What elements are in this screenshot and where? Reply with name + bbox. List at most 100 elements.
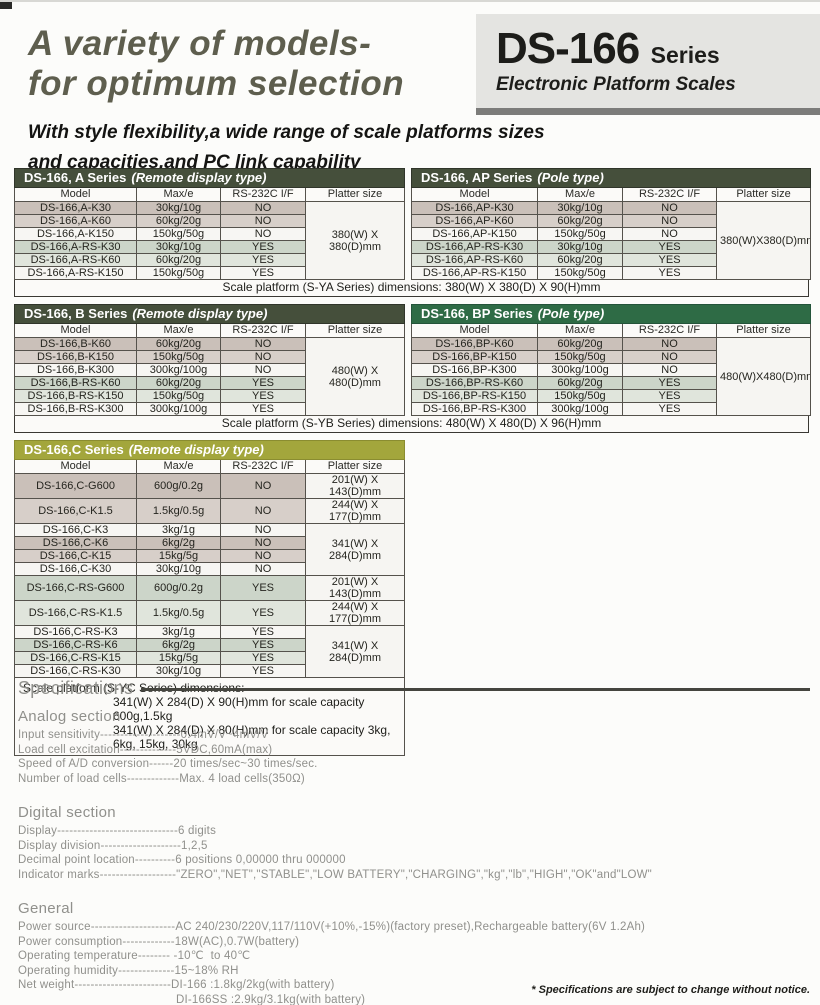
col-platter: Platter size [306, 188, 405, 202]
rs-cell: YES [623, 377, 717, 390]
maxe-cell: 150kg/50g [137, 351, 221, 364]
table-a-type: (Remote display type) [131, 170, 266, 185]
maxe-cell: 60kg/20g [137, 377, 221, 390]
rs-cell: YES [221, 241, 306, 254]
col-rs232c: RS-232C I/F [221, 460, 306, 474]
rs-cell: NO [221, 351, 306, 364]
specifications-heading: Specifications [18, 678, 810, 699]
general-section-heading: General [18, 900, 810, 917]
col-model: Model [412, 324, 538, 338]
model-cell: DS-166,AP-RS-K30 [412, 241, 538, 254]
table-a-header-row: Model Max/e RS-232C I/F Platter size [15, 188, 405, 202]
table-ap-title-row: DS-166, AP Series(Pole type) [412, 169, 811, 188]
page-title: A variety of models- for optimum selecti… [28, 24, 404, 104]
footnote: * Specifications are subject to change w… [531, 984, 810, 996]
spec-line: Display------------------------------6 d… [18, 824, 810, 839]
table-bp-title-row: DS-166, BP Series(Pole type) [412, 305, 811, 324]
rs-cell: YES [221, 390, 306, 403]
col-maxe: Max/e [137, 188, 221, 202]
scan-corner-mark [0, 2, 12, 9]
digital-section-heading: Digital section [18, 804, 810, 821]
model-cell: DS-166,B-K150 [15, 351, 137, 364]
brand-panel: DS-166 Series Electronic Platform Scales [476, 14, 820, 115]
rs-cell: YES [623, 403, 717, 416]
maxe-cell: 60kg/20g [538, 254, 623, 267]
col-rs232c: RS-232C I/F [221, 324, 306, 338]
table-ap-header-row: Model Max/e RS-232C I/F Platter size [412, 188, 811, 202]
maxe-cell: 150kg/50g [137, 228, 221, 241]
col-rs232c: RS-232C I/F [623, 324, 717, 338]
maxe-cell: 6kg/2g [137, 537, 221, 550]
spec-line: Operating humidity--------------15~18% R… [18, 964, 810, 979]
platter-cell: 380(W) X 380(D)mm [306, 202, 405, 280]
spec-line: Number of load cells-------------Max. 4 … [18, 772, 810, 787]
maxe-cell: 1.5kg/0.5g [137, 601, 221, 626]
table-pair-a-ap: DS-166, A Series(Remote display type) Mo… [14, 168, 809, 280]
maxe-cell: 300kg/100g [538, 403, 623, 416]
maxe-cell: 60kg/20g [137, 215, 221, 228]
model-cell: DS-166,A-K30 [15, 202, 137, 215]
platform-dimensions-note-ya: Scale platform (S-YA Series) dimensions:… [14, 280, 809, 297]
model-cell: DS-166,B-K60 [15, 338, 137, 351]
model-cell: DS-166,C-RS-G600 [15, 576, 137, 601]
maxe-cell: 60kg/20g [538, 215, 623, 228]
col-model: Model [15, 188, 137, 202]
model-cell: DS-166,A-K150 [15, 228, 137, 241]
rs-cell: YES [221, 601, 306, 626]
model-cell: DS-166,B-RS-K60 [15, 377, 137, 390]
maxe-cell: 150kg/50g [538, 228, 623, 241]
platter-cell: 201(W) X 143(D)mm [306, 474, 405, 499]
model-cell: DS-166,AP-RS-K60 [412, 254, 538, 267]
product-series-label: Series [651, 42, 720, 68]
table-b-type: (Remote display type) [132, 306, 267, 321]
model-cell: DS-166,BP-RS-K60 [412, 377, 538, 390]
spec-line: Display division--------------------1,2,… [18, 839, 810, 854]
rs-cell: NO [221, 215, 306, 228]
rs-cell: YES [221, 665, 306, 678]
col-platter: Platter size [717, 324, 811, 338]
specifications-heading-text: Specifications [18, 678, 133, 699]
maxe-cell: 30kg/10g [538, 241, 623, 254]
maxe-cell: 600g/0.2g [137, 474, 221, 499]
model-cell: DS-166,BP-K60 [412, 338, 538, 351]
maxe-cell: 60kg/20g [137, 254, 221, 267]
model-cell: DS-166,AP-K150 [412, 228, 538, 241]
table-a-series: DS-166, A Series(Remote display type) Mo… [14, 168, 405, 280]
maxe-cell: 30kg/10g [137, 563, 221, 576]
section-gap [18, 882, 810, 891]
rs-cell: YES [221, 626, 306, 639]
rs-cell: YES [221, 576, 306, 601]
model-cell: DS-166,C-G600 [15, 474, 137, 499]
table-b-title-row: DS-166, B Series(Remote display type) [15, 305, 405, 324]
rs-cell: NO [221, 499, 306, 524]
spec-line: Decimal point location----------6 positi… [18, 853, 810, 868]
maxe-cell: 30kg/10g [137, 665, 221, 678]
spec-line: Power source---------------------AC 240/… [18, 920, 810, 935]
maxe-cell: 150kg/50g [137, 390, 221, 403]
table-b-series: DS-166, B Series(Remote display type) Mo… [14, 304, 405, 416]
model-cell: DS-166,BP-RS-K150 [412, 390, 538, 403]
maxe-cell: 150kg/50g [137, 267, 221, 280]
spec-line: Input sensitivity--------------------0.4… [18, 728, 810, 743]
platter-cell: 480(W)X480(D)mm [717, 338, 811, 416]
page-title-line1: A variety of models- [28, 24, 404, 64]
col-platter: Platter size [306, 460, 405, 474]
maxe-cell: 30kg/10g [137, 241, 221, 254]
model-tables: DS-166, A Series(Remote display type) Mo… [14, 168, 809, 756]
rs-cell: NO [221, 338, 306, 351]
col-model: Model [412, 188, 538, 202]
rs-cell: YES [221, 267, 306, 280]
platter-cell: 201(W) X 143(D)mm [306, 576, 405, 601]
table-ap-series: DS-166, AP Series(Pole type) Model Max/e… [411, 168, 811, 280]
rs-cell: NO [623, 351, 717, 364]
product-name: DS-166 [496, 24, 639, 73]
rs-cell: NO [623, 338, 717, 351]
platter-cell: 341(W) X 284(D)mm [306, 626, 405, 678]
model-cell: DS-166,A-RS-K60 [15, 254, 137, 267]
col-maxe: Max/e [538, 188, 623, 202]
